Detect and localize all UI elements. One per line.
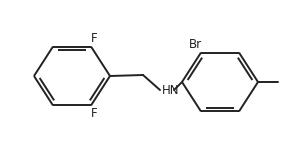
Text: HN: HN xyxy=(162,84,180,97)
Text: Br: Br xyxy=(188,38,202,51)
Text: F: F xyxy=(91,32,97,45)
Text: F: F xyxy=(91,107,97,120)
